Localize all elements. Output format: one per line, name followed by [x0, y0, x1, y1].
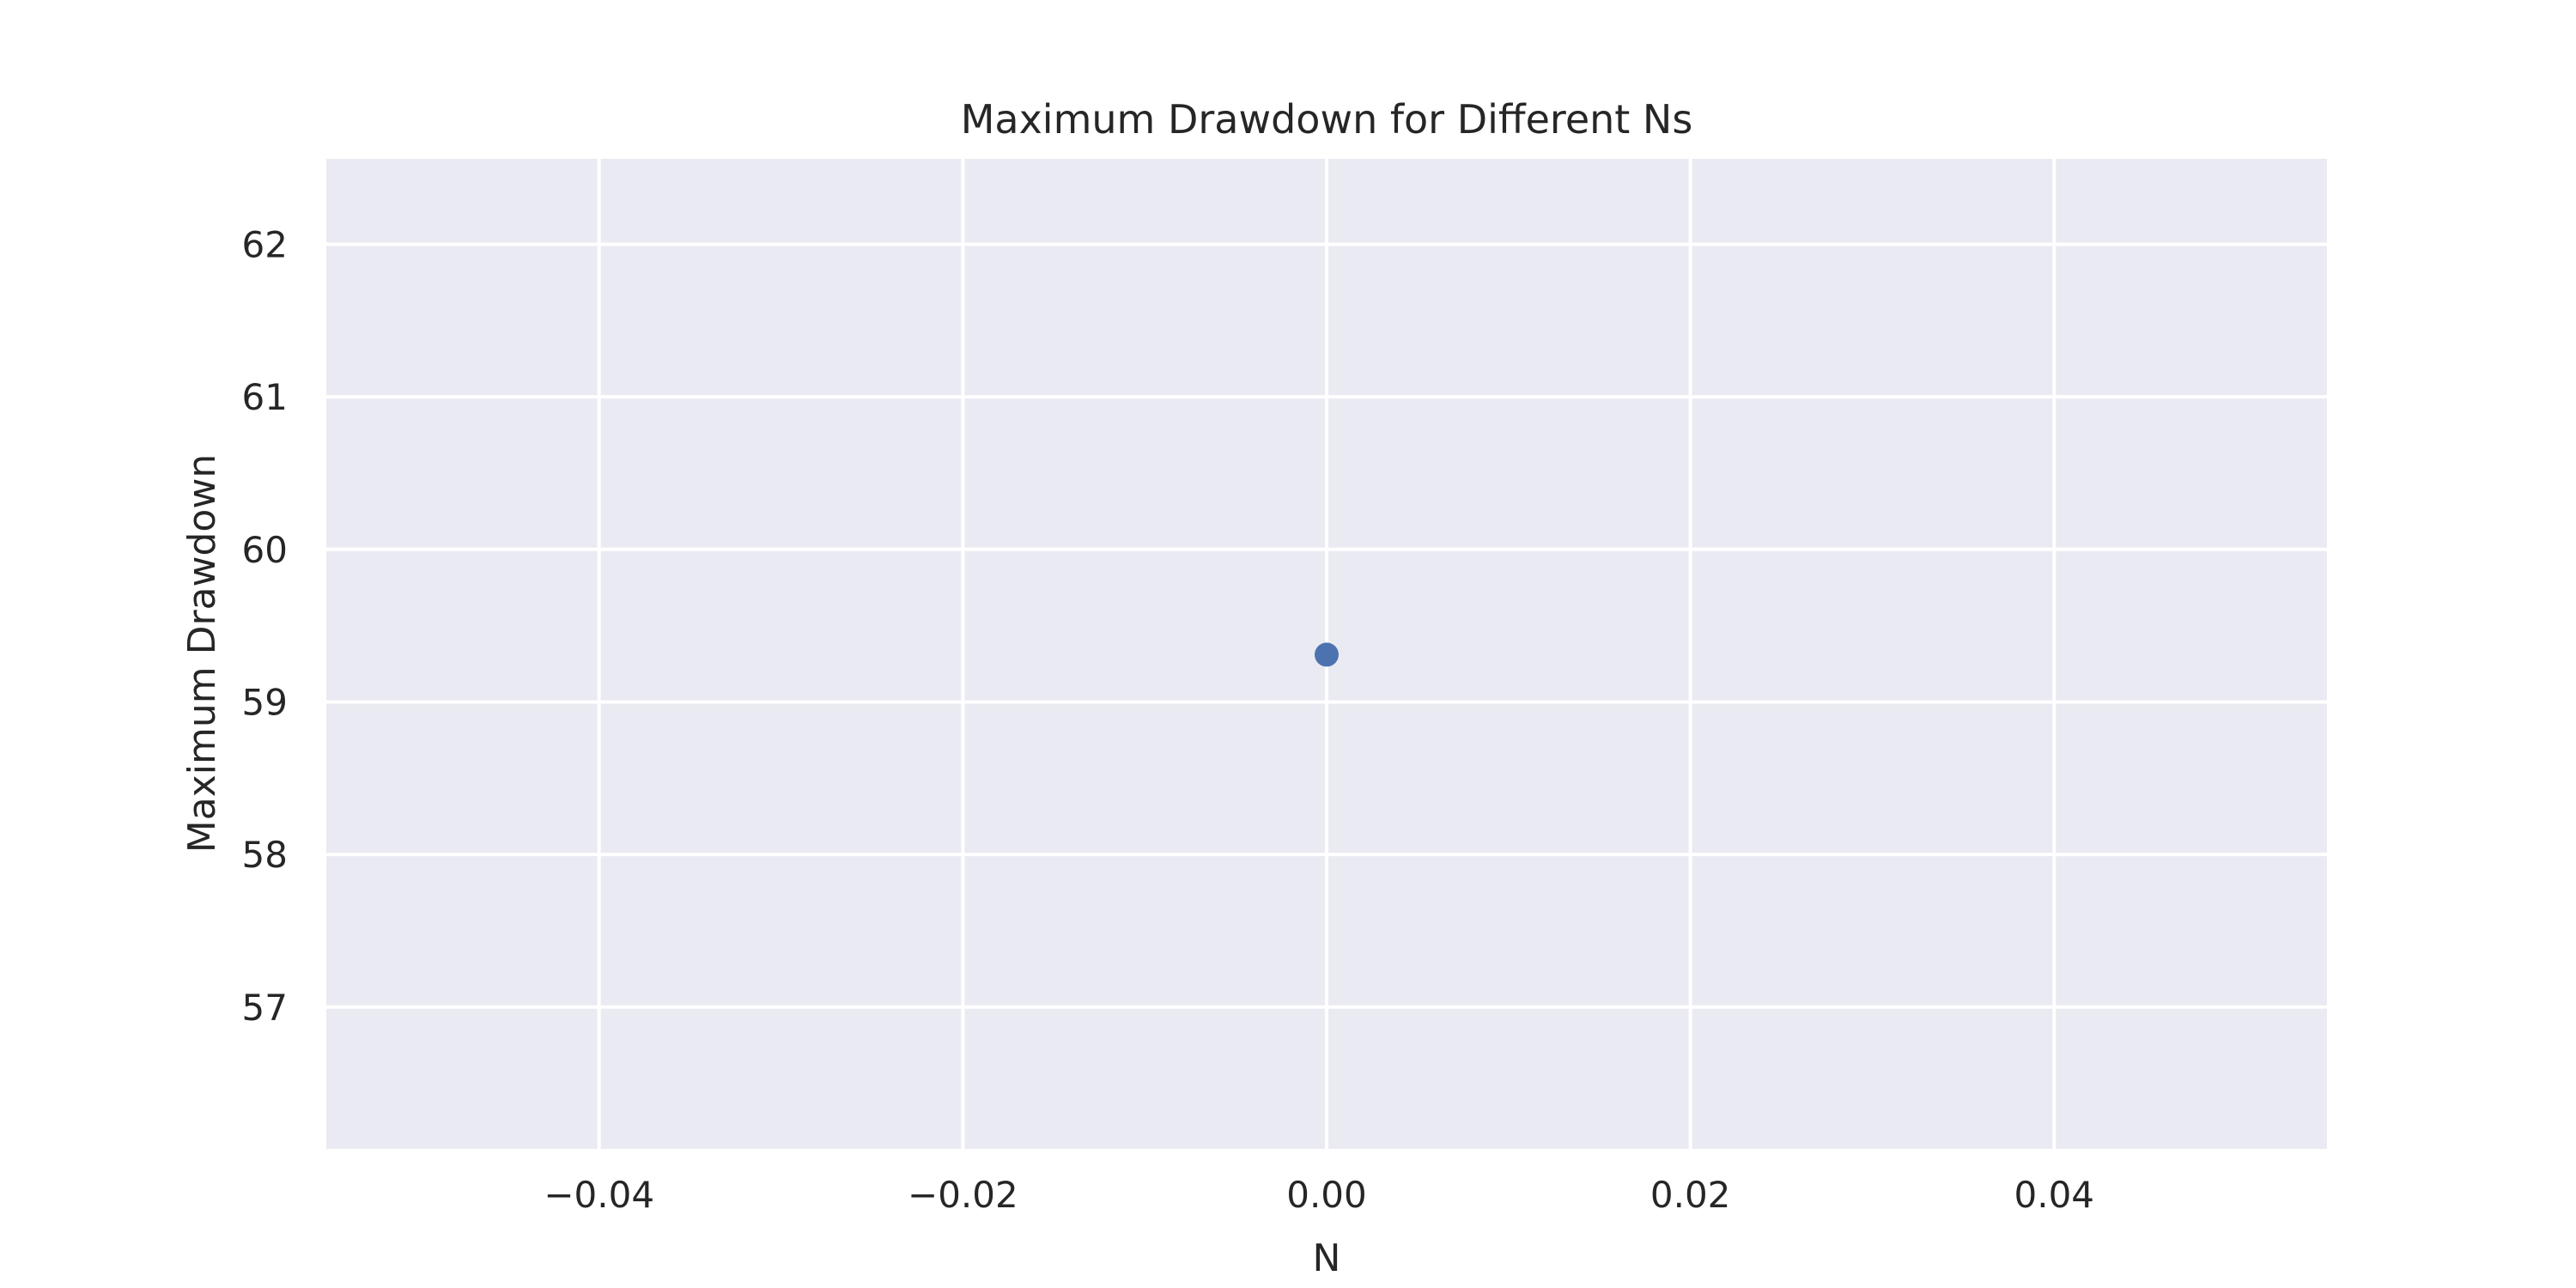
y-tick-label: 60: [242, 529, 288, 571]
x-tick-label: 0.04: [2014, 1174, 2095, 1216]
y-tick-label: 58: [242, 834, 288, 876]
y-tick-label: 59: [242, 681, 288, 723]
chart-title: Maximum Drawdown for Different Ns: [961, 96, 1693, 143]
y-gridlines: [326, 242, 2327, 1009]
x-tick-label: −0.04: [544, 1174, 654, 1216]
data-points: [1315, 642, 1339, 667]
y-axis-label: Maximum Drawdown: [180, 454, 224, 853]
y-tick-labels: 57 58 59 60 61 62: [242, 223, 288, 1028]
x-tick-label: 0.02: [1650, 1174, 1731, 1216]
x-tick-labels: −0.04 −0.02 0.00 0.02 0.04: [544, 1174, 2094, 1216]
y-tick-label: 57: [242, 987, 288, 1029]
y-tick-label: 62: [242, 223, 288, 265]
x-tick-label: −0.02: [908, 1174, 1018, 1216]
x-axis-label: N: [1313, 1236, 1341, 1280]
y-tick-label: 61: [242, 376, 288, 418]
data-point: [1315, 642, 1339, 667]
x-tick-label: 0.00: [1286, 1174, 1367, 1216]
